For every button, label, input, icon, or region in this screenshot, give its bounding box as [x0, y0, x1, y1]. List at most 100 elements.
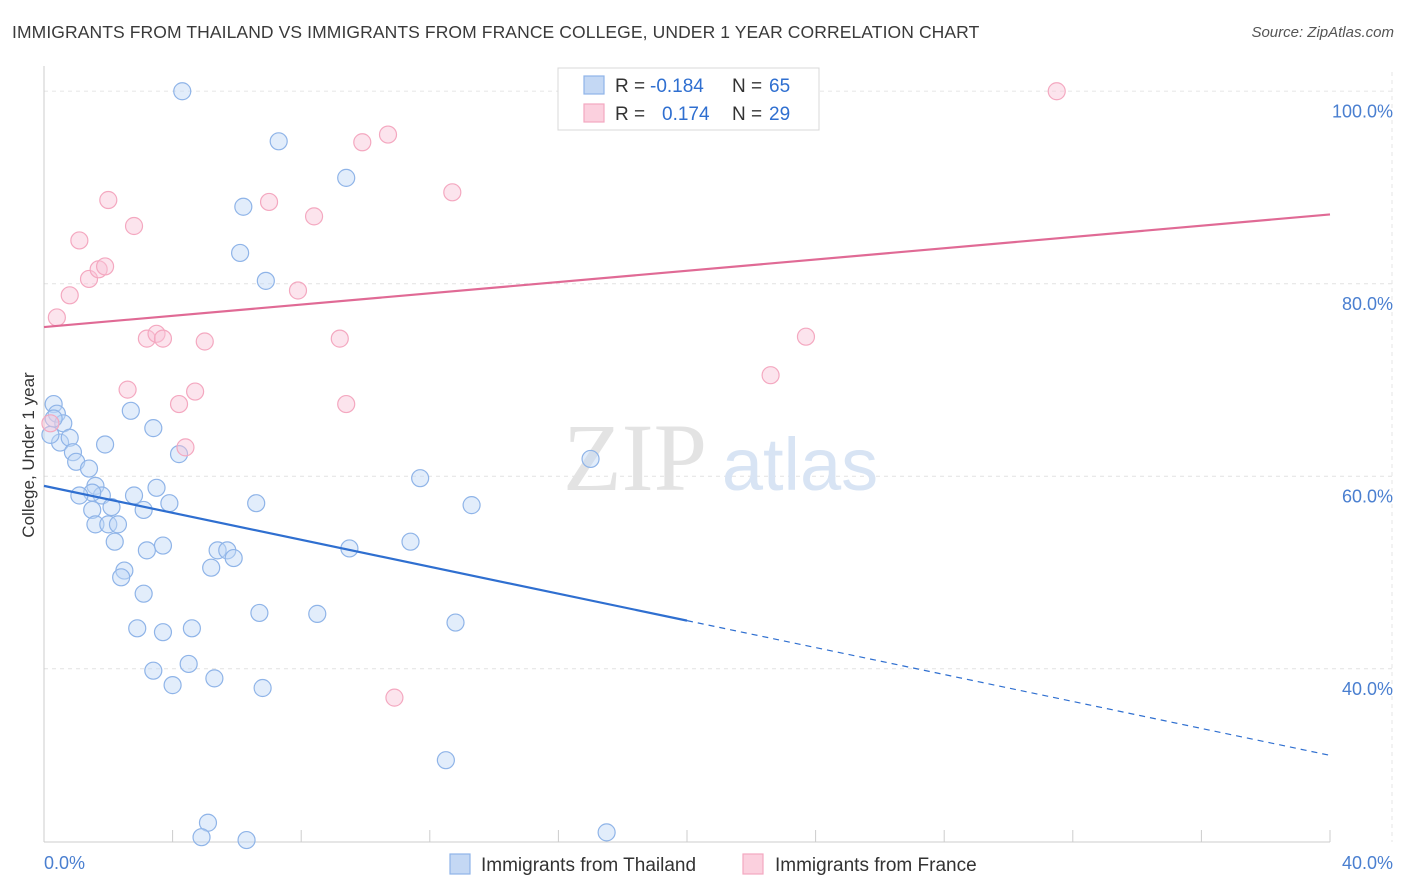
data-point-thailand — [137, 541, 156, 560]
data-point-france — [60, 286, 79, 305]
data-point-thailand — [44, 394, 63, 414]
data-point-france — [385, 688, 404, 707]
data-point-france — [288, 281, 308, 300]
data-point-thailand — [205, 669, 224, 688]
legend-r-value-france: 0.174 — [662, 104, 710, 125]
data-point-france — [337, 394, 356, 414]
data-point-france — [1047, 82, 1066, 101]
data-point-thailand — [581, 449, 600, 469]
data-point-france — [124, 216, 144, 236]
source-credit: Source: ZipAtlas.com — [1251, 24, 1394, 41]
bottom-legend-swatch-thailand — [449, 853, 471, 875]
data-point-thailand — [202, 558, 221, 577]
data-point-france — [353, 133, 372, 152]
data-point-thailand — [234, 197, 253, 216]
trend-line-extension-thailand — [686, 620, 1331, 756]
data-point-france — [169, 394, 189, 414]
data-point-france — [259, 192, 279, 212]
data-point-thailand — [237, 830, 256, 850]
data-point-france — [99, 190, 118, 210]
stats-legend: R = -0.184 N = 65 R = 0.174 N = 29 — [557, 67, 820, 131]
data-point-france — [176, 438, 195, 457]
data-point-thailand — [462, 496, 481, 515]
legend-n-value-thailand: 65 — [769, 76, 790, 97]
data-point-thailand — [269, 132, 288, 151]
data-point-thailand — [95, 435, 115, 454]
data-point-thailand — [83, 500, 102, 520]
data-point-thailand — [253, 678, 272, 698]
data-point-france — [95, 257, 115, 276]
data-point-france — [761, 366, 780, 385]
data-points — [41, 82, 1066, 850]
data-point-thailand — [128, 619, 147, 638]
data-point-thailand — [231, 243, 250, 263]
data-point-thailand — [63, 443, 83, 462]
data-point-thailand — [247, 494, 266, 513]
data-point-thailand — [169, 445, 189, 464]
data-point-thailand — [79, 459, 99, 478]
chart-title: IMMIGRANTS FROM THAILAND VS IMMIGRANTS F… — [12, 22, 980, 42]
data-point-thailand — [108, 515, 128, 534]
data-point-thailand — [308, 604, 327, 623]
grid-lines — [44, 72, 1393, 842]
legend-r-label-france: R = — [615, 104, 645, 125]
data-point-france — [79, 269, 99, 289]
data-point-thailand — [153, 623, 173, 642]
data-point-thailand — [134, 584, 153, 603]
bottom-legend-label-france: Immigrants from France — [775, 855, 977, 876]
legend-n-label-thailand: N = — [732, 76, 762, 97]
x-tick-labels: 0.0% 40.0% — [44, 853, 1393, 873]
data-point-thailand — [446, 613, 465, 632]
data-point-france — [186, 382, 205, 401]
data-point-thailand — [124, 486, 144, 505]
data-point-france — [378, 125, 398, 144]
data-point-thailand — [401, 532, 420, 551]
data-point-thailand — [99, 515, 118, 534]
axes — [43, 66, 1331, 843]
data-point-thailand — [436, 751, 455, 770]
data-point-thailand — [44, 409, 63, 428]
x-tick-label: 40.0% — [1342, 853, 1393, 873]
data-point-thailand — [134, 500, 153, 520]
data-point-thailand — [144, 661, 163, 680]
legend-swatch-france — [583, 103, 605, 123]
data-point-thailand — [208, 541, 227, 560]
data-point-thailand — [182, 619, 201, 638]
data-point-france — [330, 329, 349, 348]
data-point-france — [70, 231, 89, 250]
data-point-thailand — [256, 271, 275, 290]
data-point-thailand — [121, 401, 140, 420]
data-point-france — [47, 308, 66, 327]
y-tick-label: 40.0% — [1342, 679, 1393, 699]
data-point-france — [304, 207, 324, 226]
data-point-thailand — [147, 478, 166, 497]
data-point-france — [137, 329, 156, 348]
data-point-thailand — [250, 603, 269, 623]
data-point-france — [195, 332, 214, 351]
data-point-thailand — [105, 532, 124, 551]
legend-swatch-thailand — [583, 75, 605, 95]
data-point-thailand — [60, 428, 79, 447]
data-point-thailand — [160, 494, 179, 513]
data-point-thailand — [144, 419, 163, 438]
y-tick-label: 60.0% — [1342, 486, 1393, 506]
data-point-thailand — [597, 823, 616, 842]
bottom-legend-swatch-france — [742, 853, 764, 875]
data-point-france — [796, 327, 816, 346]
data-point-thailand — [86, 515, 105, 534]
data-point-thailand — [102, 497, 121, 517]
y-tick-labels: 40.0% 60.0% 80.0% 100.0% — [1332, 101, 1393, 699]
series-legend: Immigrants from Thailand Immigrants from… — [449, 853, 977, 876]
data-point-thailand — [192, 828, 211, 847]
y-tick-label: 80.0% — [1342, 294, 1393, 314]
data-point-thailand — [153, 536, 173, 555]
data-point-thailand — [337, 168, 356, 187]
legend-r-label-thailand: R = — [615, 76, 645, 97]
bottom-legend-label-thailand: Immigrants from Thailand — [481, 855, 696, 876]
y-axis-label: College, Under 1 year — [19, 372, 38, 538]
data-point-thailand — [50, 433, 70, 452]
data-point-thailand — [112, 568, 131, 587]
watermark-atlas: atlas — [722, 423, 878, 506]
watermark-zip: ZIP — [563, 404, 707, 511]
